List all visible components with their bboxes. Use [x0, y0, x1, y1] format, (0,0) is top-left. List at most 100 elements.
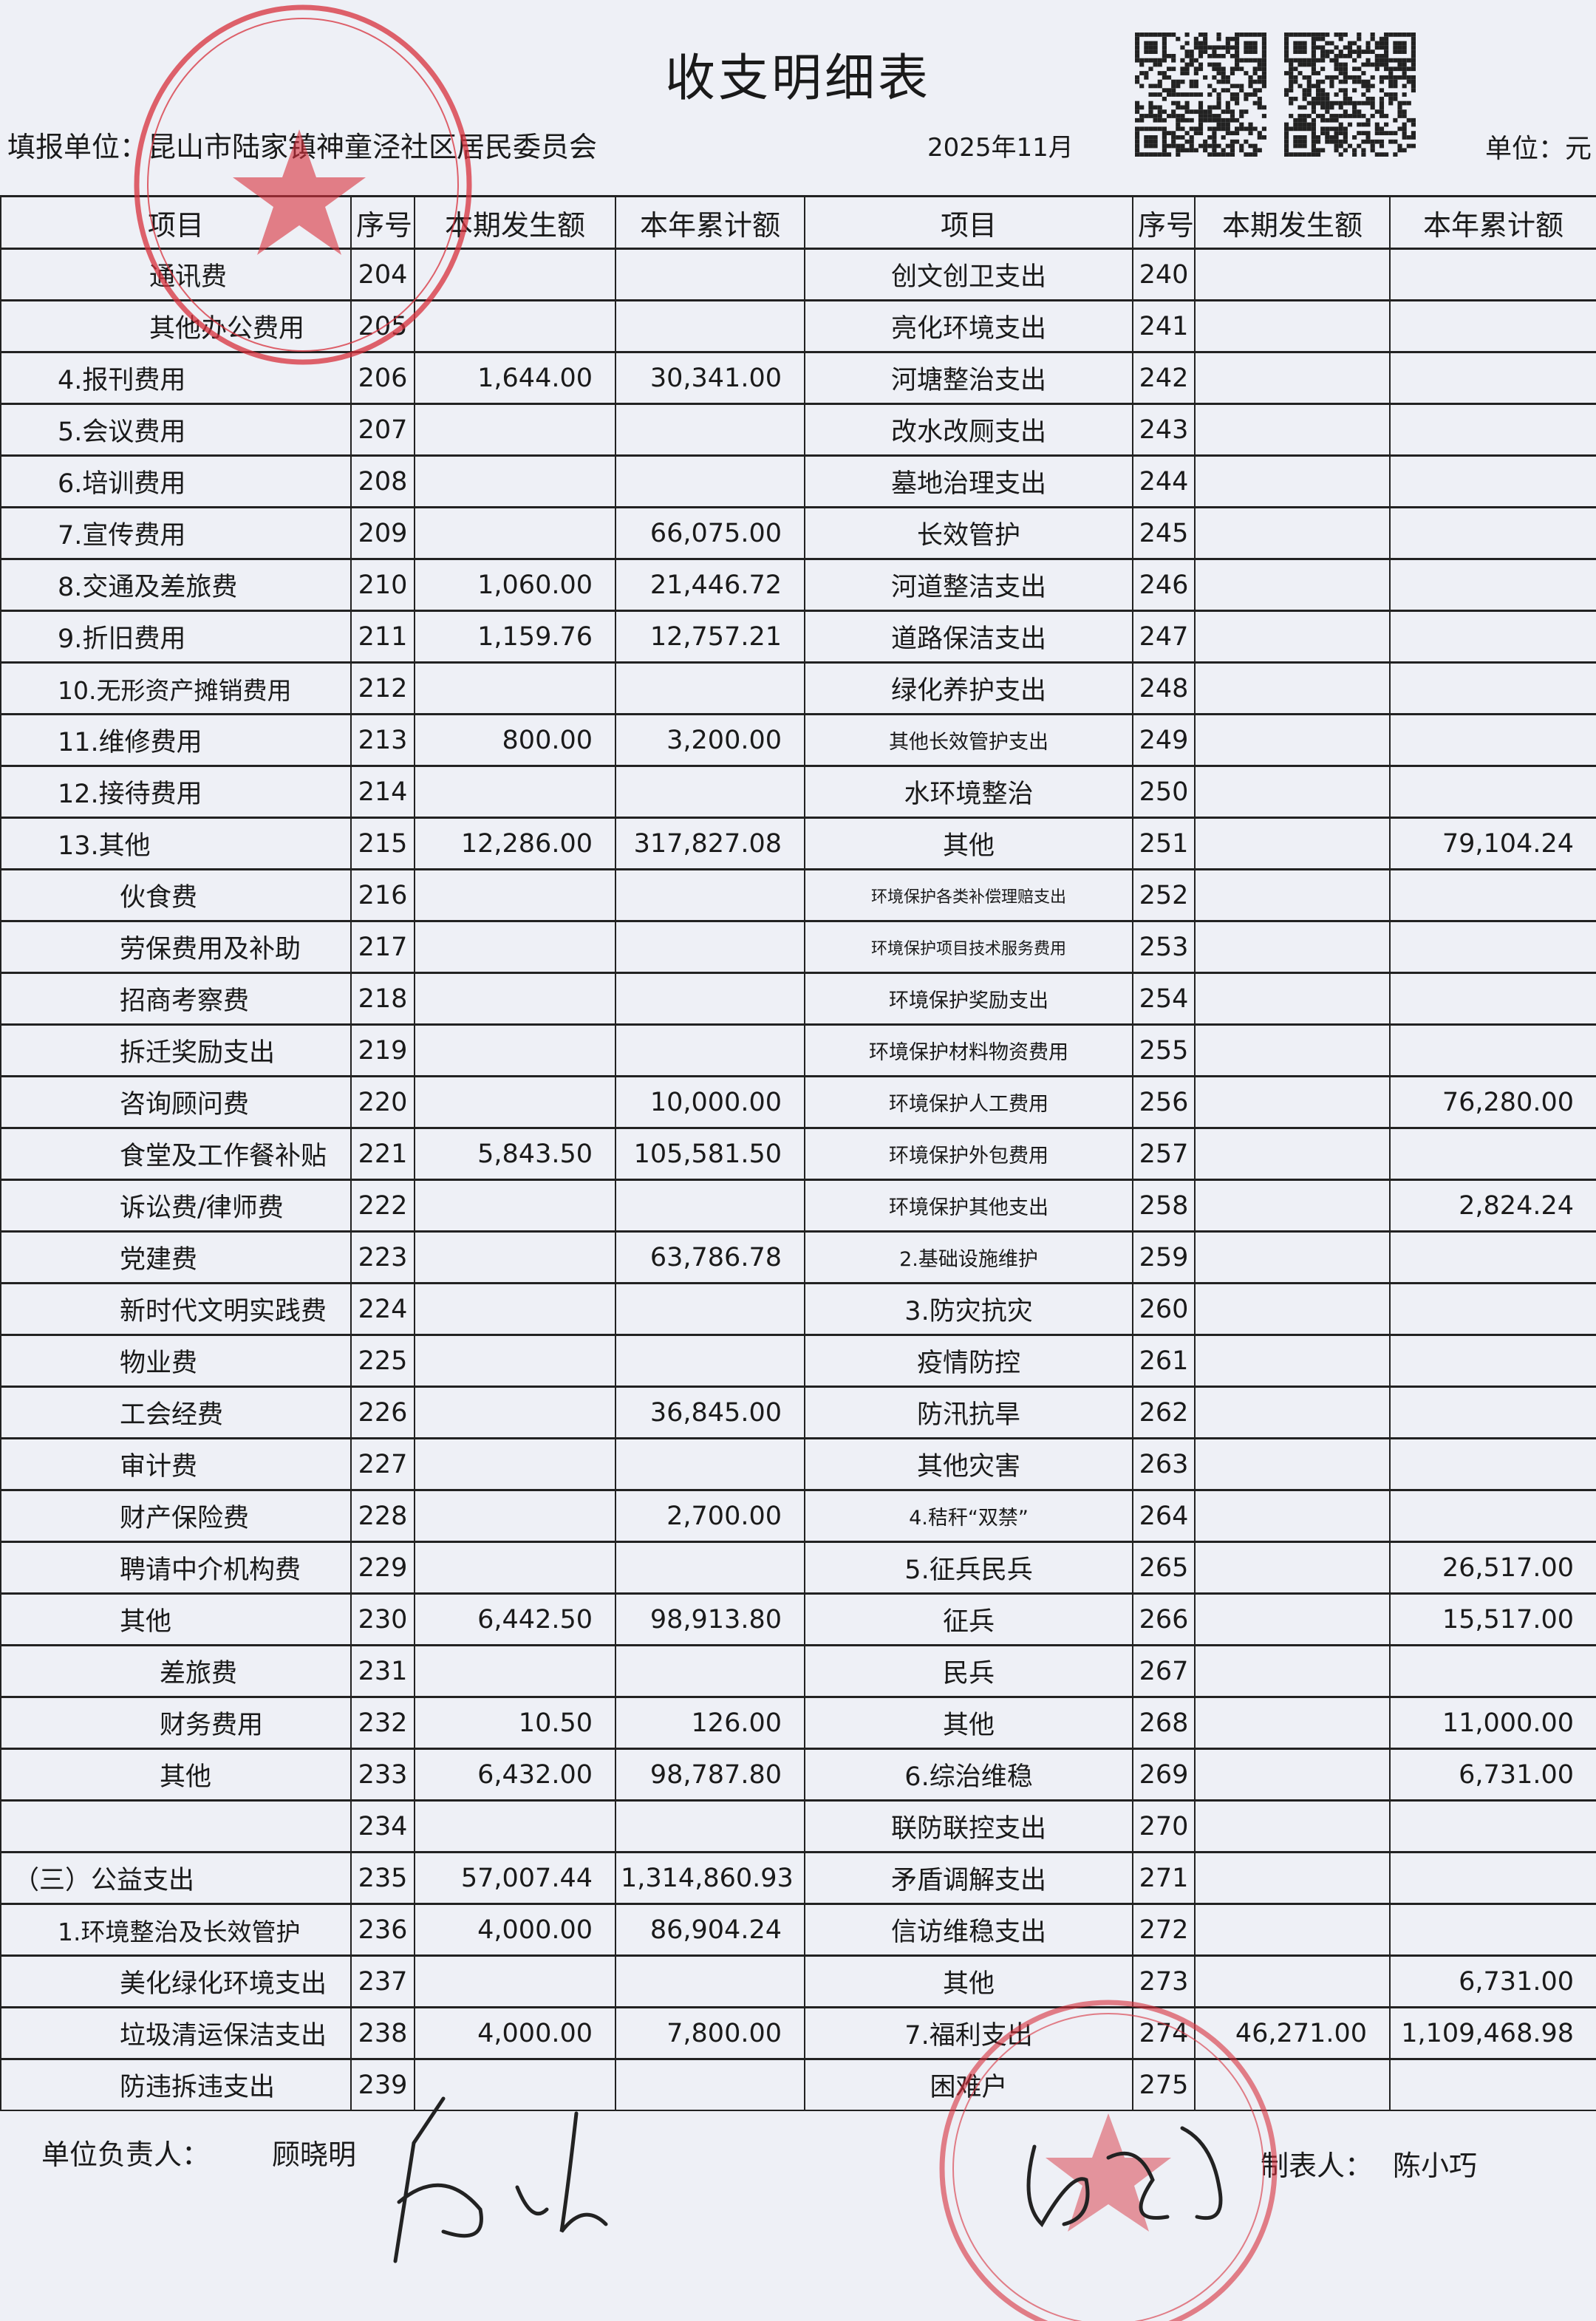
right-item-name: 环境保护各类补偿理赔支出 [804, 868, 1133, 922]
left-seq-number: 235 [350, 1851, 415, 1905]
right-ytd-amount [1389, 299, 1596, 353]
right-item-name: 绿化养护支出 [804, 661, 1133, 715]
left-current-amount [414, 1437, 616, 1491]
right-item-name: 6.综治维稳 [804, 1748, 1133, 1802]
preparer-label: 制表人： [1261, 2150, 1374, 2182]
table-row: 234 联防联控支出 270 [0, 1799, 1596, 1853]
right-current-amount [1194, 1386, 1391, 1439]
left-item-name: 12.接待费用 [0, 765, 352, 819]
column-header: 本期发生额 [414, 195, 616, 250]
right-seq-number: 262 [1132, 1386, 1196, 1439]
right-ytd-amount [1389, 1437, 1596, 1491]
left-ytd-amount [615, 1799, 805, 1853]
right-seq-number: 263 [1132, 1437, 1196, 1491]
right-seq-number: 251 [1132, 817, 1196, 870]
right-current-amount [1194, 454, 1391, 508]
right-ytd-amount [1389, 454, 1596, 508]
right-current-amount [1194, 1903, 1391, 1957]
left-item-name [0, 1799, 352, 1853]
right-current-amount [1194, 1489, 1391, 1543]
table-row: 5.会议费用 207 改水改厕支出 243 [0, 403, 1596, 457]
right-item-name: 环境保护项目技术服务费用 [804, 920, 1133, 974]
right-item-name: 防汛抗旱 [804, 1386, 1133, 1439]
column-header: 序号 [1132, 195, 1196, 250]
left-current-amount [414, 868, 616, 922]
table-row: 财务费用 232 10.50 126.00 其他 268 11,000.00 [0, 1696, 1596, 1750]
right-current-amount [1194, 1075, 1391, 1129]
left-current-amount: 1,644.00 [414, 351, 616, 405]
left-seq-number: 231 [350, 1644, 415, 1698]
left-seq-number: 206 [350, 351, 415, 405]
left-ytd-amount: 36,845.00 [615, 1386, 805, 1439]
right-ytd-amount [1389, 1489, 1596, 1543]
right-ytd-amount [1389, 713, 1596, 767]
right-seq-number: 273 [1132, 1954, 1196, 2008]
left-ytd-amount [615, 661, 805, 715]
left-current-amount: 800.00 [414, 713, 616, 767]
left-seq-number: 209 [350, 506, 415, 560]
right-item-name: 2.基础设施维护 [804, 1230, 1133, 1284]
right-item-name: 征兵 [804, 1592, 1133, 1646]
right-seq-number: 265 [1132, 1541, 1196, 1595]
right-seq-number: 252 [1132, 868, 1196, 922]
left-current-amount: 1,159.76 [414, 610, 616, 664]
table-header-row: 项目 序号 本期发生额 本年累计额 项目 序号 本期发生额 本年累计额 [0, 195, 1596, 250]
right-current-amount [1194, 1541, 1391, 1595]
left-current-amount: 1,060.00 [414, 558, 616, 612]
right-current-amount [1194, 1230, 1391, 1284]
left-item-name: 其他 [0, 1592, 352, 1646]
right-seq-number: 257 [1132, 1127, 1196, 1181]
right-current-amount [1194, 713, 1391, 767]
left-ytd-amount: 98,913.80 [615, 1592, 805, 1646]
left-item-name: 6.培训费用 [0, 454, 352, 508]
left-seq-number: 236 [350, 1903, 415, 1957]
right-current-amount [1194, 1334, 1391, 1388]
right-current-amount [1194, 1282, 1391, 1336]
left-ytd-amount: 66,075.00 [615, 506, 805, 560]
qr-code-icon [1135, 33, 1266, 157]
right-item-name: 7.福利支出 [804, 2006, 1133, 2060]
left-item-name: 1.环境整治及长效管护 [0, 1903, 352, 1957]
right-item-name: 疫情防控 [804, 1334, 1133, 1388]
table-row: 11.维修费用 213 800.00 3,200.00 其他长效管护支出 249 [0, 713, 1596, 767]
table-row: 通讯费 204 创文创卫支出 240 [0, 248, 1596, 301]
left-item-name: 5.会议费用 [0, 403, 352, 457]
right-ytd-amount: 26,517.00 [1389, 1541, 1596, 1595]
right-seq-number: 264 [1132, 1489, 1196, 1543]
right-item-name: 道路保洁支出 [804, 610, 1133, 664]
left-ytd-amount [615, 299, 805, 353]
left-item-name: 物业费 [0, 1334, 352, 1388]
currency-unit: 单位：元 [1485, 134, 1592, 164]
left-seq-number: 211 [350, 610, 415, 664]
right-item-name: 河塘整治支出 [804, 351, 1133, 405]
right-current-amount [1194, 1179, 1391, 1233]
table-row: 聘请中介机构费 229 5.征兵民兵 265 26,517.00 [0, 1541, 1596, 1595]
left-item-name: 防违拆违支出 [0, 2058, 352, 2111]
left-item-name: 伙食费 [0, 868, 352, 922]
left-current-amount [414, 403, 616, 457]
left-current-amount: 4,000.00 [414, 1903, 616, 1957]
right-ytd-amount [1389, 1799, 1596, 1853]
table-row: 财产保险费 228 2,700.00 4.秸秆“双禁” 264 [0, 1489, 1596, 1543]
left-item-name: 其他 [0, 1748, 352, 1802]
left-seq-number: 214 [350, 765, 415, 819]
left-item-name: 通讯费 [0, 248, 352, 301]
right-current-amount [1194, 2058, 1391, 2111]
right-seq-number: 267 [1132, 1644, 1196, 1698]
left-current-amount [414, 248, 616, 301]
left-current-amount [414, 1644, 616, 1698]
left-ytd-amount: 3,200.00 [615, 713, 805, 767]
left-current-amount [414, 661, 616, 715]
left-item-name: 党建费 [0, 1230, 352, 1284]
left-current-amount [414, 1386, 616, 1439]
left-ytd-amount [615, 1282, 805, 1336]
right-seq-number: 241 [1132, 299, 1196, 353]
left-current-amount: 57,007.44 [414, 1851, 616, 1905]
right-ytd-amount [1389, 1644, 1596, 1698]
right-ytd-amount [1389, 1282, 1596, 1336]
right-item-name: 其他灾害 [804, 1437, 1133, 1491]
table-row: 招商考察费 218 环境保护奖励支出 254 [0, 972, 1596, 1026]
right-item-name: 其他 [804, 1954, 1133, 2008]
left-ytd-amount [615, 765, 805, 819]
right-ytd-amount [1389, 1127, 1596, 1181]
